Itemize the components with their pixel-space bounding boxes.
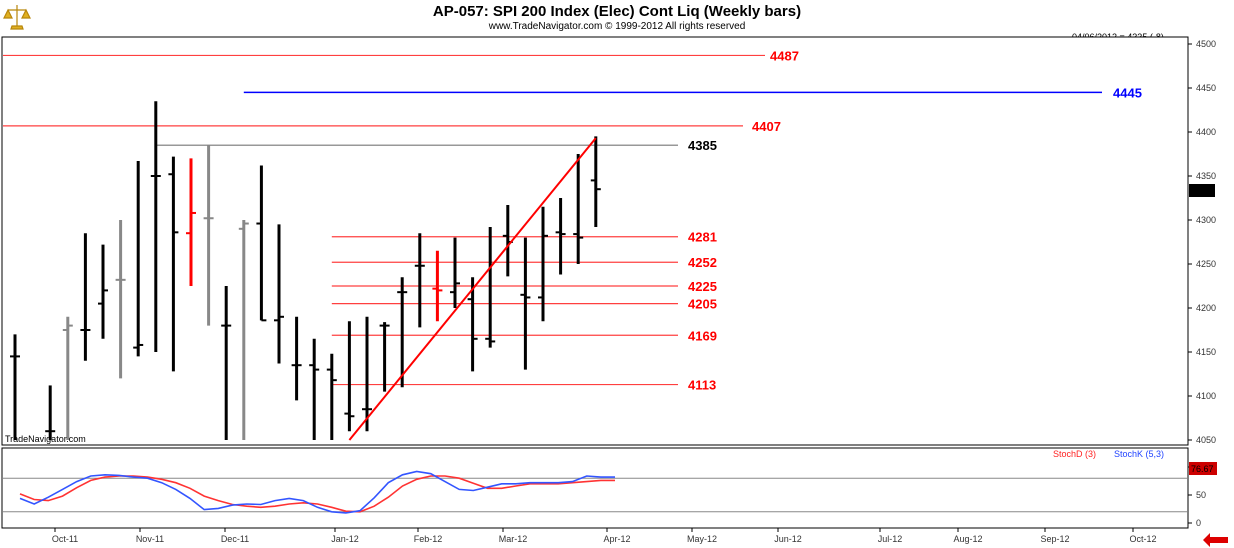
x-tick-label: Jun-12 (774, 534, 802, 544)
level-label: 4445 (1113, 85, 1142, 100)
y-tick-label: 4450 (1196, 83, 1216, 93)
ohlc-bar (379, 322, 390, 392)
ohlc-bar (256, 165, 267, 322)
ohlc-bar (414, 233, 425, 328)
x-tick-label: Oct-12 (1129, 534, 1156, 544)
chart-title: AP-057: SPI 200 Index (Elec) Cont Liq (W… (433, 3, 801, 20)
chart-subtitle: www.TradeNavigator.com © 1999-2012 All r… (488, 21, 746, 32)
x-tick-label: May-12 (687, 534, 717, 544)
x-tick-label: Sep-12 (1040, 534, 1069, 544)
last-price-label: 4335 (1191, 186, 1211, 196)
ohlc-bar (186, 158, 196, 286)
level-label: 4252 (688, 255, 717, 270)
ohlc-bar (291, 316, 302, 401)
ohlc-bar (115, 220, 126, 379)
ohlc-bar (326, 353, 337, 440)
ohlc-bar (590, 136, 601, 228)
x-tick-label: Dec-11 (221, 534, 249, 544)
time-axis: Oct-11 Nov-11 Dec-11 Jan-12 Feb-12 Mar-12 Apr-… (52, 528, 1157, 544)
y-tick-label: 4150 (1196, 347, 1216, 357)
ohlc-bar (45, 385, 56, 440)
last-price-tag (1189, 184, 1215, 197)
level-label: 4487 (770, 48, 799, 63)
stochastic-panel (1, 447, 1189, 529)
ohlc-bar (80, 233, 91, 361)
ohlc-bar (397, 277, 408, 388)
price-panel (1, 36, 1189, 446)
scales-icon (3, 5, 31, 30)
x-tick-label: Mar-12 (499, 534, 528, 544)
x-tick-label: Jul-12 (878, 534, 903, 544)
stochastic-lines: 050100 (3, 462, 1211, 528)
level-label: 4113 (688, 378, 716, 393)
x-tick-label: Apr-12 (603, 534, 630, 544)
y-tick-label: 4350 (1196, 171, 1216, 181)
ohlc-bar (467, 277, 478, 372)
y-tick-label: 4400 (1196, 127, 1216, 137)
ohlc-bar (362, 316, 372, 432)
legend-stoch-d: StochD (3) (1053, 449, 1096, 459)
ohlc-bar (432, 250, 443, 322)
x-tick-label: Feb-12 (414, 534, 443, 544)
stoch-tick-label: 50 (1196, 490, 1206, 500)
y-tick-label: 4050 (1196, 435, 1216, 445)
x-tick-label: Jan-12 (331, 534, 359, 544)
trendline (348, 137, 597, 441)
x-tick-label: Nov-11 (136, 534, 164, 544)
ohlc-bar (555, 198, 566, 275)
ohlc-bar (150, 101, 161, 352)
level-label: 4169 (688, 328, 717, 343)
level-lines: 4487 4445 4407 4385 4281 4252 4225 4205 4169 4113 (3, 48, 1142, 393)
ohlc-bar (238, 220, 249, 440)
ohlc-bar (221, 286, 232, 440)
stoch-value-tag (1189, 462, 1217, 475)
y-tick-label: 4250 (1196, 259, 1216, 269)
ohlc-bar (344, 321, 355, 432)
price-bars (10, 101, 601, 440)
y-tick-label: 4200 (1196, 303, 1216, 313)
watermark: TradeNavigator.com (5, 434, 86, 444)
ohlc-bar (520, 237, 531, 370)
price-axis: 4050 4100 4150 4200 4250 4300 4350 4400 4450 4500 (1188, 39, 1216, 445)
x-tick-label: Aug-12 (953, 534, 982, 544)
ohlc-bar (538, 206, 548, 322)
ohlc-bar (203, 145, 214, 326)
y-tick-label: 4100 (1196, 391, 1216, 401)
y-tick-label: 4300 (1196, 215, 1216, 225)
level-label: 4205 (688, 297, 717, 312)
ohlc-bar (309, 338, 320, 440)
level-label: 4225 (688, 279, 717, 294)
ohlc-bar (573, 154, 584, 264)
ohlc-bar (133, 161, 144, 357)
trendline-segment (348, 137, 597, 441)
stoch-value-label: 76.67 (1191, 464, 1214, 474)
legend-stoch-k: StochK (5,3) (1114, 449, 1164, 459)
ohlc-bar (98, 244, 108, 339)
ohlc-bar (274, 224, 284, 364)
stoch-k-line (19, 470, 615, 514)
stoch-tick-label: 0 (1196, 518, 1201, 528)
ohlc-bar (450, 237, 460, 308)
level-label: 4281 (688, 230, 717, 245)
scroll-right-arrow-icon[interactable] (1203, 533, 1228, 547)
ohlc-bar (10, 334, 20, 440)
level-label: 4385 (688, 138, 717, 153)
y-tick-label: 4500 (1196, 39, 1216, 49)
ohlc-bar (168, 156, 179, 372)
ohlc-bar (485, 227, 496, 348)
ohlc-bar (62, 316, 73, 440)
level-label: 4407 (752, 119, 781, 134)
x-tick-label: Oct-11 (52, 534, 78, 544)
